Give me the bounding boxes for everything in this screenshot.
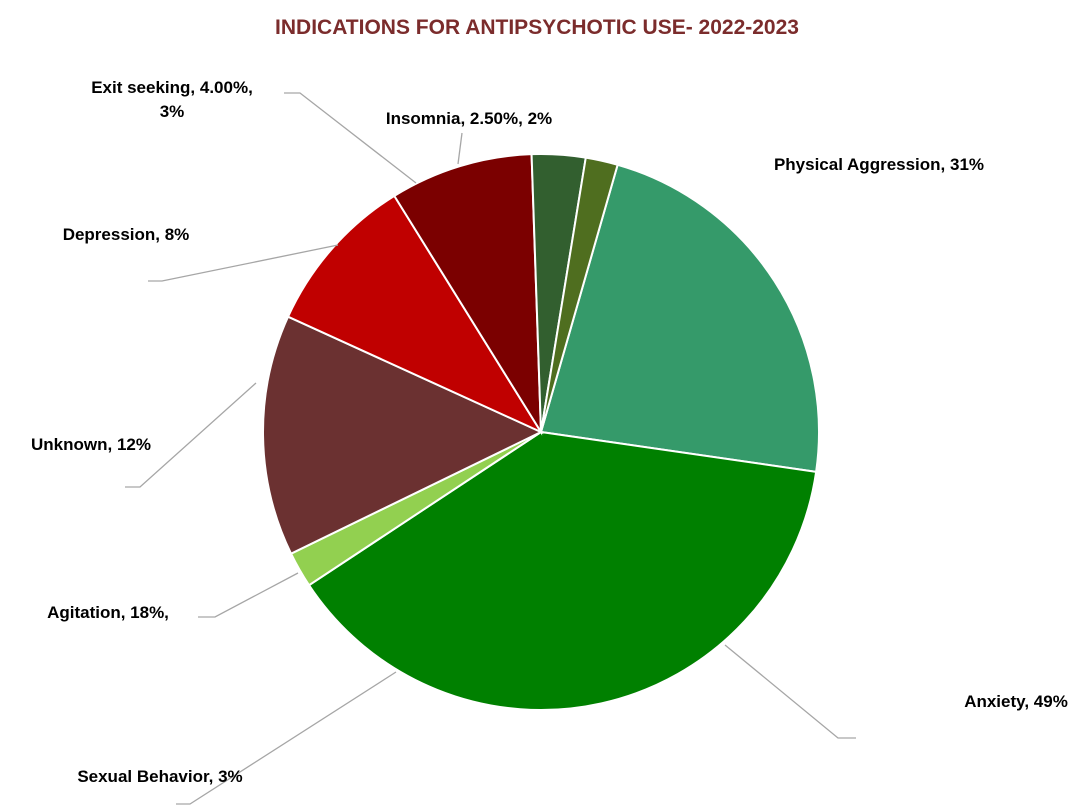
leader-line-exit-seeking	[284, 92, 417, 184]
data-label-sexual-behavior: Sexual Behavior, 3%	[77, 767, 242, 786]
leader-line-agitation	[198, 572, 299, 618]
pie-slices	[262, 153, 820, 711]
data-labels: Physical Aggression, 31% Anxiety, 49% Sexu…	[31, 78, 1068, 786]
data-label-line: Insomnia, 2.50%, 2%	[386, 109, 552, 128]
pie-slice-agitation	[262, 315, 544, 556]
data-label-line: Anxiety, 49%	[964, 692, 1068, 711]
pie-slice-depression	[392, 153, 543, 436]
data-label-line: Agitation, 18%,	[47, 603, 169, 622]
leader-line-anxiety	[724, 644, 856, 739]
data-label-exit-seeking: Exit seeking, 4.00%, 3%	[91, 78, 253, 121]
data-label-anxiety: Anxiety, 49%	[964, 692, 1068, 711]
data-label-line: Unknown, 12%	[31, 435, 151, 454]
chart-title: INDICATIONS FOR ANTIPSYCHOTIC USE- 2022-…	[275, 16, 799, 39]
pie-slice-insomnia	[540, 156, 619, 433]
data-label-physical-aggression: Physical Aggression, 31%	[774, 155, 984, 174]
data-label-line: Sexual Behavior, 3%	[77, 767, 242, 786]
data-label-line: Physical Aggression, 31%	[774, 155, 984, 174]
data-label-unknown: Unknown, 12%	[31, 435, 151, 454]
data-label-line: Depression, 8%	[63, 225, 190, 244]
data-label-line: Exit seeking, 4.00%,	[91, 78, 253, 97]
data-label-depression: Depression, 8%	[63, 225, 190, 244]
leader-line-insomnia	[457, 132, 463, 165]
data-label-agitation: Agitation, 18%,	[47, 603, 169, 622]
leader-line-depression	[148, 244, 339, 282]
leader-lines	[125, 92, 856, 805]
pie-slice-unknown	[286, 194, 544, 435]
leader-line-sexual-behavior	[176, 671, 397, 805]
pie-slice-physical-aggression	[539, 163, 820, 473]
data-label-line: 3%	[160, 102, 185, 121]
data-label-insomnia: Insomnia, 2.50%, 2%	[386, 109, 552, 128]
leader-line-unknown	[125, 382, 257, 488]
